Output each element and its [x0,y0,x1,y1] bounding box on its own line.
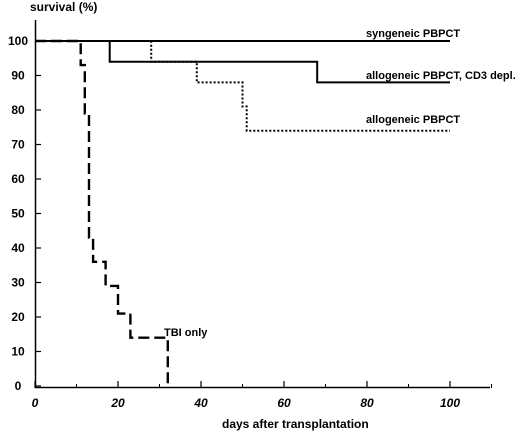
x-axis-title: days after transplantation [222,417,369,431]
y-tick-label: 0 [15,379,22,393]
series-lines [35,39,450,386]
x-tick-label: 0 [32,396,39,410]
y-ticks: 0 10 20 30 40 50 60 70 80 90 100 [8,34,41,393]
y-tick-label: 80 [11,103,25,117]
series-label-tbi-only: TBI only [164,327,208,339]
y-tick-label: 40 [11,241,25,255]
plot-area: 0 10 20 30 40 50 60 70 80 90 100 0 20 40 60 80 100 [8,20,492,410]
y-tick-label: 50 [11,207,25,221]
x-tick-label: 80 [360,396,374,410]
x-tick-label: 40 [193,396,208,410]
x-tick-label: 60 [277,396,291,410]
y-tick-label: 60 [11,172,25,186]
x-tick-label: 100 [440,396,460,410]
series-label-syngeneic: syngeneic PBPCT [366,28,460,40]
y-tick-label: 70 [11,138,25,152]
y-tick-label: 30 [11,276,25,290]
y-tick-label: 20 [11,310,25,324]
y-tick-label: 10 [11,345,25,359]
x-ticks: 0 20 40 60 80 100 [32,381,492,410]
y-tick-label: 90 [11,69,25,83]
series-label-allogeneic-cd3: allogeneic PBPCT, CD3 depl. [366,70,516,82]
series-line-allogeneic-cd3 [35,40,450,84]
series-line-tbi-only [35,39,170,386]
y-tick-label: 100 [8,34,28,48]
series-label-allogeneic: allogeneic PBPCT [366,114,460,126]
y-axis-title: survival (%) [30,0,97,14]
series-line-allogeneic [35,40,450,132]
x-tick-label: 20 [110,396,125,410]
